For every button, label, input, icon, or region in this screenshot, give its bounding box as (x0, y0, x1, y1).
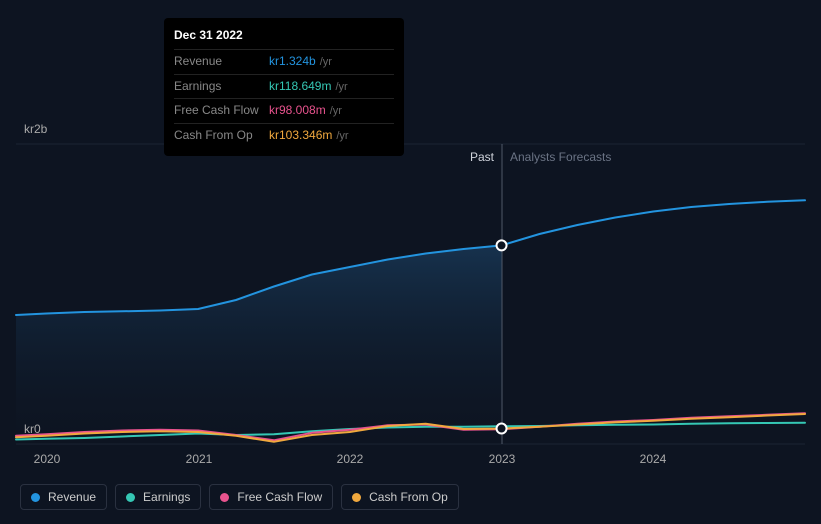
tooltip-metric-value: kr103.346m (269, 126, 332, 145)
legend-color-dot (31, 493, 40, 502)
chart-legend: Revenue Earnings Free Cash Flow Cash From O… (20, 484, 459, 510)
tooltip-metric-unit: /yr (336, 128, 348, 146)
tooltip-row: Revenuekr1.324b/yr (174, 49, 394, 74)
tooltip-metric-label: Earnings (174, 77, 269, 96)
tooltip-metric-unit: /yr (330, 103, 342, 121)
legend-item[interactable]: Free Cash Flow (209, 484, 333, 510)
region-past-label: Past (470, 150, 494, 164)
tooltip-metric-unit: /yr (335, 79, 347, 97)
legend-item[interactable]: Cash From Op (341, 484, 459, 510)
legend-color-dot (126, 493, 135, 502)
tooltip-row: Cash From Opkr103.346m/yr (174, 123, 394, 148)
x-axis-label: 2022 (337, 452, 364, 466)
legend-item[interactable]: Revenue (20, 484, 107, 510)
tooltip-metric-value: kr118.649m (269, 77, 331, 96)
legend-label: Earnings (143, 490, 190, 504)
x-axis-label: 2024 (640, 452, 667, 466)
legend-color-dot (352, 493, 361, 502)
tooltip-date: Dec 31 2022 (174, 26, 394, 45)
legend-label: Cash From Op (369, 490, 448, 504)
tooltip-metric-value: kr98.008m (269, 101, 326, 120)
chart-container: Dec 31 2022 Revenuekr1.324b/yrEarningskr… (0, 0, 821, 524)
legend-color-dot (220, 493, 229, 502)
tooltip-row: Free Cash Flowkr98.008m/yr (174, 98, 394, 123)
x-axis-label: 2020 (34, 452, 61, 466)
x-axis-label: 2023 (489, 452, 516, 466)
legend-item[interactable]: Earnings (115, 484, 201, 510)
tooltip-metric-label: Revenue (174, 52, 269, 71)
x-axis-label: 2021 (186, 452, 213, 466)
region-forecast-label: Analysts Forecasts (510, 150, 611, 164)
legend-label: Revenue (48, 490, 96, 504)
chart-tooltip: Dec 31 2022 Revenuekr1.324b/yrEarningskr… (164, 18, 404, 156)
legend-label: Free Cash Flow (237, 490, 322, 504)
tooltip-metric-unit: /yr (320, 54, 332, 72)
tooltip-metric-value: kr1.324b (269, 52, 316, 71)
y-axis-label: kr0 (24, 422, 41, 436)
tooltip-metric-label: Free Cash Flow (174, 101, 269, 120)
line-chart (0, 0, 821, 524)
tooltip-row: Earningskr118.649m/yr (174, 74, 394, 99)
tooltip-metric-label: Cash From Op (174, 126, 269, 145)
y-axis-label: kr2b (24, 122, 47, 136)
